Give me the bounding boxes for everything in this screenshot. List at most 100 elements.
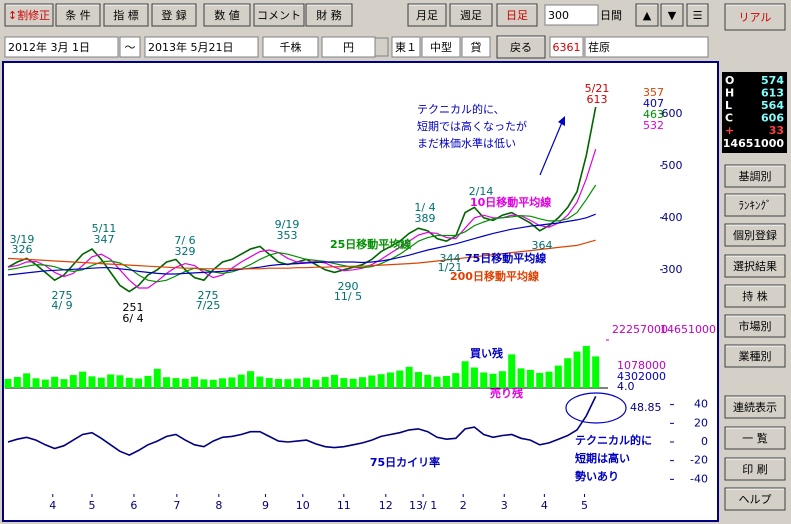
x-tick-label: 10	[296, 499, 310, 512]
button-label[interactable]: 財 務	[316, 8, 342, 22]
button-label[interactable]: リアル	[739, 11, 772, 24]
volume-bar	[144, 375, 152, 388]
button[interactable]	[305, 3, 353, 27]
quote-label: O	[725, 74, 734, 87]
button-label[interactable]: 一 覧	[742, 431, 768, 445]
annotation: テクニカル的に、	[417, 102, 505, 116]
point-label: 344	[440, 252, 461, 265]
button-label[interactable]: 登 録	[161, 8, 187, 22]
x-tick-label: 7	[173, 499, 180, 512]
volume-bar	[405, 366, 413, 388]
button-label[interactable]: コメント	[257, 9, 301, 22]
annotation-arrow	[539, 119, 564, 176]
button-label[interactable]: 印 刷	[742, 463, 768, 476]
button-label[interactable]: 連続表示	[733, 400, 777, 414]
volume-bar	[433, 376, 441, 388]
volume-bar	[470, 367, 478, 388]
volume-bar	[536, 372, 544, 388]
field	[262, 36, 319, 58]
button[interactable]	[724, 344, 786, 368]
button[interactable]	[407, 3, 447, 27]
button-label[interactable]: 数 値	[214, 9, 240, 22]
series-line	[7, 184, 597, 283]
button[interactable]	[686, 3, 709, 27]
button-label[interactable]: 市場別	[739, 319, 772, 333]
button[interactable]	[660, 3, 684, 27]
button-label[interactable]: ↕割修正	[8, 8, 50, 22]
point-label: 329	[175, 245, 196, 258]
volume-bar	[247, 371, 255, 388]
button-label[interactable]: 持 株	[742, 289, 768, 303]
button-label[interactable]: ☰	[693, 9, 703, 22]
quote-box	[722, 72, 787, 153]
margin-text: 4.0	[617, 380, 635, 393]
button[interactable]	[151, 3, 197, 27]
button-label[interactable]: 業種別	[739, 349, 772, 363]
point-label: 275	[52, 289, 73, 302]
quote-label: C	[725, 112, 733, 125]
button-label[interactable]: 日足	[506, 9, 528, 22]
button[interactable]	[724, 395, 786, 419]
button[interactable]	[724, 164, 786, 188]
button-label[interactable]: 基調別	[739, 169, 772, 183]
x-tick-label: 5	[581, 499, 588, 512]
field	[544, 4, 599, 26]
point-label: 11/ 5	[334, 290, 362, 303]
button[interactable]	[724, 3, 786, 31]
button-label[interactable]: ▲	[643, 9, 652, 22]
button-label[interactable]: 条 件	[65, 8, 91, 22]
button-label[interactable]: 個別登録	[733, 228, 777, 242]
button-label[interactable]: ﾗﾝｷﾝｸﾞ	[739, 199, 772, 212]
field	[391, 36, 421, 58]
button[interactable]	[724, 254, 786, 278]
field	[549, 36, 584, 58]
button[interactable]	[55, 3, 101, 27]
button[interactable]	[253, 3, 305, 27]
field-text: 300	[548, 9, 569, 22]
annotation: 短期は高い	[575, 451, 630, 465]
point-label: 364	[532, 239, 553, 252]
button[interactable]	[724, 457, 786, 481]
quote-value: 33	[769, 124, 784, 137]
volume-bar	[489, 373, 497, 388]
series-line	[7, 239, 596, 270]
volume-current: 14651000	[660, 323, 716, 336]
highlight-ellipse	[565, 392, 627, 424]
volume-bar	[517, 368, 525, 388]
button-label[interactable]: 月足	[416, 9, 438, 22]
button-label[interactable]: 指 標	[113, 8, 139, 22]
volume-bar	[414, 372, 422, 388]
x-tick-label: 6	[130, 499, 137, 512]
button-label[interactable]: 週足	[460, 9, 482, 22]
volume-bar	[312, 379, 320, 388]
ma-label: 75日移動平均線	[465, 251, 546, 265]
button[interactable]	[724, 314, 786, 338]
volume-bar	[564, 358, 572, 388]
button[interactable]	[449, 3, 493, 27]
ma-current: 357	[643, 86, 664, 99]
button-label[interactable]: 戻る	[510, 41, 532, 54]
field-text: ～	[125, 41, 136, 54]
button[interactable]	[724, 426, 786, 450]
point-label: 251	[123, 301, 144, 314]
button-label[interactable]: ▼	[668, 9, 677, 22]
volume-bar	[582, 345, 590, 388]
point-label: 7/25	[196, 299, 221, 312]
button[interactable]	[724, 487, 786, 511]
button[interactable]	[496, 3, 538, 27]
dropdown[interactable]	[374, 37, 389, 57]
button-label[interactable]: ヘルプ	[739, 493, 772, 506]
button[interactable]	[635, 3, 659, 27]
button[interactable]	[4, 3, 54, 27]
button[interactable]	[103, 3, 149, 27]
button[interactable]	[724, 193, 786, 217]
button[interactable]	[724, 223, 786, 247]
field	[144, 36, 259, 58]
button[interactable]	[724, 284, 786, 308]
volume-bar	[461, 361, 469, 388]
button[interactable]	[203, 3, 251, 27]
days-unit: 日間	[600, 9, 622, 22]
button[interactable]	[496, 35, 546, 59]
annotation: テクニカル的に	[575, 433, 652, 447]
button-label[interactable]: 選択結果	[733, 259, 777, 273]
